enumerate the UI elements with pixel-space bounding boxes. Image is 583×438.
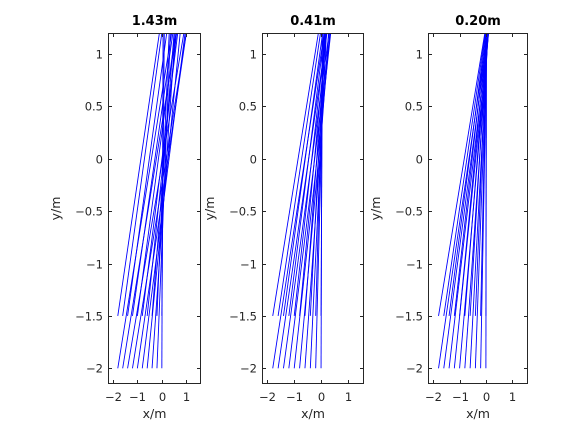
ray-line-19 bbox=[122, 33, 163, 316]
x-tick-label: −1 bbox=[452, 390, 469, 404]
y-tick-label: −0.5 bbox=[75, 205, 103, 219]
x-tick-label: −2 bbox=[259, 390, 276, 404]
ray-line-14 bbox=[304, 33, 327, 316]
y-tick-label: −0.5 bbox=[229, 205, 257, 219]
ray-line-10 bbox=[438, 33, 488, 369]
y-axis-label: y/m bbox=[48, 197, 63, 221]
x-tick-label: 1 bbox=[509, 390, 516, 404]
rays-group bbox=[272, 33, 332, 369]
x-axis-label: x/m bbox=[466, 406, 490, 421]
ray-line-10 bbox=[272, 33, 325, 369]
ray-line-18 bbox=[283, 33, 324, 316]
y-tick-label: −0.5 bbox=[395, 205, 423, 219]
x-tick-label: −2 bbox=[105, 390, 122, 404]
ray-line-20 bbox=[272, 33, 319, 316]
ray-line-17 bbox=[288, 33, 325, 316]
y-axis-label: y/m bbox=[368, 197, 383, 221]
ray-line-14 bbox=[469, 33, 488, 316]
y-tick-label: −2 bbox=[86, 362, 103, 376]
chart-title: 1.43m bbox=[132, 14, 178, 29]
ray-line-17 bbox=[132, 33, 174, 316]
ray-line-13 bbox=[474, 33, 488, 316]
ray-line-15 bbox=[299, 33, 327, 316]
x-axis-label: x/m bbox=[143, 406, 167, 421]
x-tick-label: 0 bbox=[483, 390, 490, 404]
ray-line-19 bbox=[443, 33, 486, 316]
chart-title: 0.20m bbox=[455, 14, 501, 29]
y-tick-label: 1 bbox=[250, 48, 257, 62]
axes-box bbox=[108, 33, 201, 384]
y-tick-label: −1.5 bbox=[395, 310, 423, 324]
axes-box bbox=[262, 33, 364, 384]
rays-group bbox=[438, 33, 489, 369]
ray-line-8 bbox=[127, 33, 185, 369]
chart-title: 0.41m bbox=[290, 14, 336, 29]
x-axis-label: x/m bbox=[301, 406, 325, 421]
y-tick-label: −2 bbox=[406, 362, 423, 376]
ray-line-17 bbox=[453, 33, 487, 316]
y-tick-label: −1 bbox=[406, 258, 423, 272]
x-tick-label: 1 bbox=[183, 390, 190, 404]
x-tick-label: 0 bbox=[318, 390, 325, 404]
ray-line-19 bbox=[277, 33, 321, 316]
ray-line-15 bbox=[141, 33, 179, 316]
ray-line-16 bbox=[459, 33, 488, 316]
ray-line-7 bbox=[288, 33, 331, 369]
axes-box bbox=[428, 33, 528, 384]
subplot-2: −2 −1 0 1 −2 −1.5 −1 −0.5 0 0.5 1 x/m y/m 0.41m bbox=[202, 14, 364, 421]
ray-line-15 bbox=[464, 33, 488, 316]
x-tick-label: −1 bbox=[286, 390, 303, 404]
ray-line-20 bbox=[117, 33, 160, 316]
subplot-1: −2 −1 0 1 −2 −1.5 −1 −0.5 0 0.5 1 x/m y/m 1.43m bbox=[48, 14, 201, 421]
x-tick-label: −2 bbox=[425, 390, 442, 404]
y-tick-label: 0.5 bbox=[405, 100, 423, 114]
x-tick-label: 1 bbox=[345, 390, 352, 404]
ray-line-16 bbox=[136, 33, 176, 316]
y-tick-label: −2 bbox=[240, 362, 257, 376]
x-tick-label: −1 bbox=[129, 390, 146, 404]
ray-line-11 bbox=[485, 33, 487, 316]
ray-line-13 bbox=[151, 33, 175, 316]
y-tick-label: −1.5 bbox=[75, 310, 103, 324]
y-tick-label: −1.5 bbox=[229, 310, 257, 324]
ray-line-9 bbox=[277, 33, 328, 369]
y-tick-label: 1 bbox=[416, 48, 423, 62]
y-tick-label: 1 bbox=[96, 48, 103, 62]
x-tick-label: 0 bbox=[159, 390, 166, 404]
ray-line-16 bbox=[293, 33, 327, 316]
y-tick-label: 0 bbox=[250, 153, 257, 167]
y-tick-label: 0 bbox=[96, 153, 103, 167]
rays-group bbox=[117, 33, 187, 369]
y-tick-label: −1 bbox=[240, 258, 257, 272]
subplot-3: −2 −1 0 1 −2 −1.5 −1 −0.5 0 0.5 1 x/m y/m 0.20m bbox=[368, 14, 528, 421]
y-tick-label: −1 bbox=[86, 258, 103, 272]
ray-line-18 bbox=[127, 33, 168, 316]
ray-line-18 bbox=[448, 33, 487, 316]
y-tick-label: 0.5 bbox=[85, 100, 103, 114]
y-tick-label: 0 bbox=[416, 153, 423, 167]
ray-line-10 bbox=[117, 33, 173, 369]
ray-line-20 bbox=[438, 33, 486, 316]
y-tick-label: 0.5 bbox=[239, 100, 257, 114]
y-axis-label: y/m bbox=[202, 197, 217, 221]
ray-line-12 bbox=[480, 33, 488, 316]
